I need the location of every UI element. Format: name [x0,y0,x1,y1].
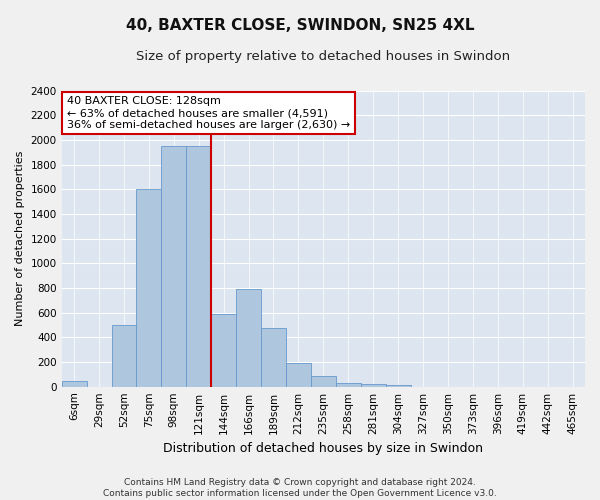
Bar [286,363,311,386]
Text: Contains HM Land Registry data © Crown copyright and database right 2024.
Contai: Contains HM Land Registry data © Crown c… [103,478,497,498]
Bar [186,146,211,386]
Bar [311,376,336,386]
Bar [161,146,186,386]
Bar [136,190,161,386]
Text: 40, BAXTER CLOSE, SWINDON, SN25 4XL: 40, BAXTER CLOSE, SWINDON, SN25 4XL [126,18,474,32]
Y-axis label: Number of detached properties: Number of detached properties [15,151,25,326]
Bar [336,383,361,386]
Bar [112,325,136,386]
Bar [211,314,236,386]
Bar [361,384,386,386]
Title: Size of property relative to detached houses in Swindon: Size of property relative to detached ho… [136,50,511,63]
Bar [236,289,261,386]
X-axis label: Distribution of detached houses by size in Swindon: Distribution of detached houses by size … [163,442,484,455]
Text: 40 BAXTER CLOSE: 128sqm
← 63% of detached houses are smaller (4,591)
36% of semi: 40 BAXTER CLOSE: 128sqm ← 63% of detache… [67,96,350,130]
Bar [62,380,86,386]
Bar [261,328,286,386]
